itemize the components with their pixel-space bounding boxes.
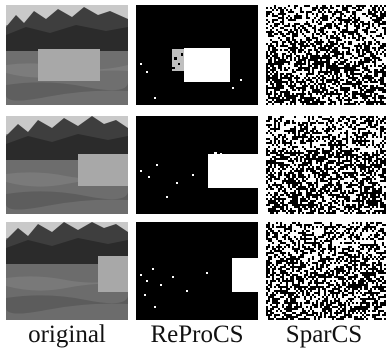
- caption-sparcs: SparCS: [285, 321, 363, 348]
- original-frame-row-1: [6, 5, 128, 105]
- original-frame-row-3: [6, 222, 128, 320]
- caption-reprocs: ReProCS: [150, 321, 244, 348]
- foreground-block: [98, 256, 128, 292]
- foreground-block: [78, 154, 128, 186]
- original-frame-row-2: [6, 116, 128, 214]
- reprocs-mask-row-2: [136, 116, 258, 214]
- sparcs-mask-row-3: [266, 222, 386, 320]
- reprocs-mask-row-3: [136, 222, 258, 320]
- foreground-block: [38, 49, 100, 81]
- reprocs-mask-row-1: [136, 5, 258, 105]
- sparcs-mask-row-2: [266, 116, 386, 214]
- sparcs-mask-row-1: [266, 5, 386, 105]
- caption-original: original: [28, 321, 106, 348]
